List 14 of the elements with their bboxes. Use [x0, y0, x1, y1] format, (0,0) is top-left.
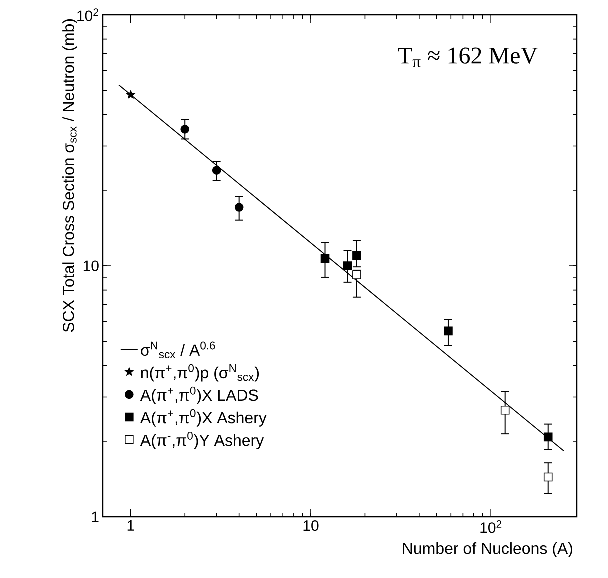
- x-tick-label: 10: [304, 520, 319, 532]
- x-axis-title: Number of Nucleons (A): [403, 542, 572, 558]
- x-tick-label: 10$^{2}$: [480, 520, 502, 534]
- legend-label: A(π$^{-}$,π$^{0}$)Y Ashery: [140, 432, 264, 450]
- legend-label: A(π$^{+}$,π$^{0}$)X LADS: [140, 386, 258, 404]
- y-tick-label: 10: [84, 260, 99, 272]
- y-axis-title: SCX Total Cross Section σ$_{scx}$ / Neutron (mb): [62, 20, 78, 332]
- annotation: T$_{π}$ ≈ 162 MeV: [398, 48, 538, 68]
- legend-label: n(π$^{+}$,π$^{0}$)p (σ$^{N}$$_{scx}$): [141, 364, 260, 382]
- legend-label: A(π$^{+}$,π$^{0}$)X Ashery: [140, 409, 267, 427]
- y-tick-label: 1: [92, 512, 99, 522]
- y-tick-label: 10$^{2}$: [78, 8, 98, 22]
- legend-label: σ$^{N}$$_{scx}$ / A$^{0.6}$: [141, 342, 216, 359]
- x-tick-label: 1: [128, 520, 134, 531]
